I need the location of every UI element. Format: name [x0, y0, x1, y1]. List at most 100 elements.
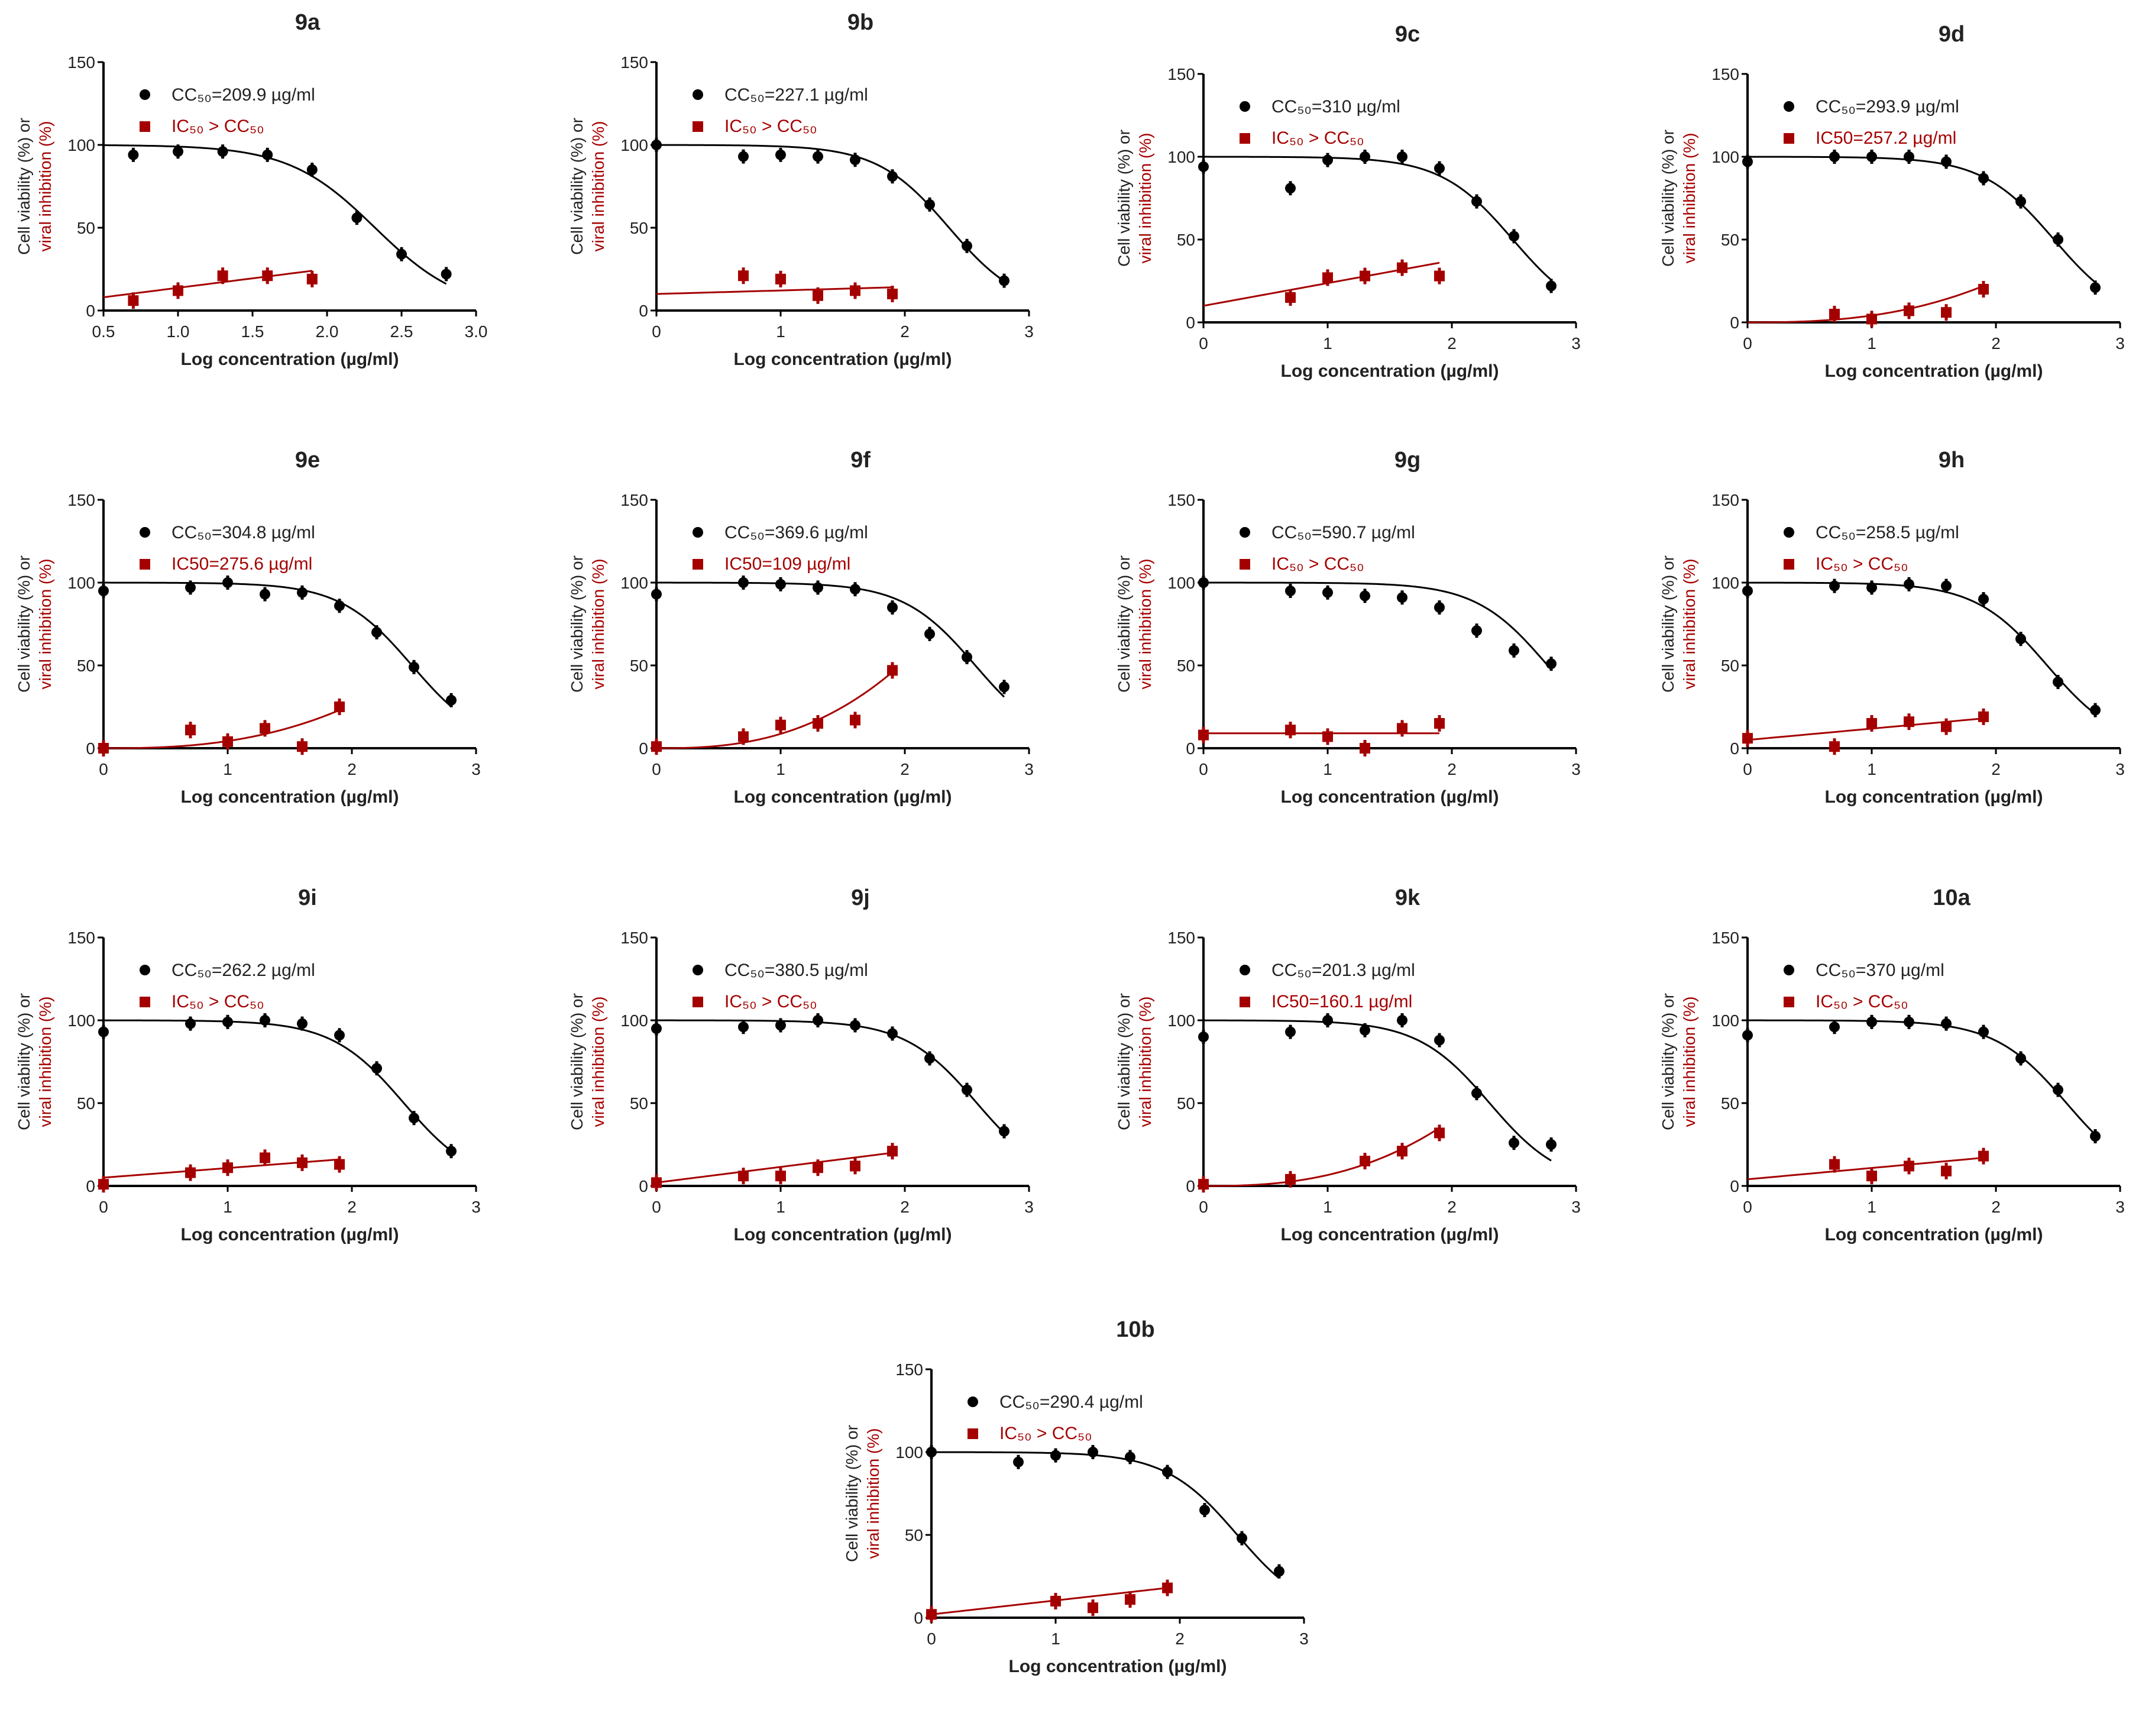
chart-svg: 9a 0 50 100 150 0.5 1.0 1.5 2.0 2.5 3.0 Log concent…: [15, 10, 487, 369]
y-tick-label: 100: [67, 136, 95, 154]
viability-point: [1546, 658, 1557, 670]
legend-viability-marker: [968, 1396, 978, 1407]
y-axis-label-line1: Cell viability (%) or: [15, 993, 33, 1130]
y-axis-label-line1: Cell viability (%) or: [15, 118, 33, 255]
inhibition-point: [1978, 1150, 1989, 1162]
viability-point: [1322, 587, 1333, 598]
viability-point: [651, 1023, 662, 1034]
y-tick-label: 0: [1730, 1177, 1739, 1195]
viability-point: [2015, 1053, 2026, 1064]
viability-point: [446, 1146, 457, 1157]
inhibition-point: [1829, 309, 1840, 319]
inhibition-fit-curve: [656, 1152, 893, 1184]
legend-viability-marker: [140, 527, 150, 538]
y-tick-label: 50: [77, 1094, 95, 1113]
viability-point: [1198, 1032, 1209, 1042]
x-tick-label: 2: [1447, 1198, 1457, 1216]
viability-point: [441, 269, 452, 280]
y-axis-label: Cell viability (%) or viral inhibition (%…: [1659, 993, 1698, 1130]
legend-viability-label: CC₅₀=310 µg/ml: [1271, 97, 1400, 117]
viability-point: [999, 275, 1009, 286]
y-tick-label: 100: [620, 136, 648, 154]
inhibition-point: [222, 736, 233, 747]
viability-point: [409, 661, 419, 673]
x-tick-label: 1: [1867, 760, 1876, 778]
inhibition-point: [297, 1157, 308, 1168]
viability-point: [1434, 163, 1445, 174]
legend-viability-marker: [1784, 965, 1794, 975]
y-tick-label: 100: [620, 574, 648, 592]
inhibition-point: [1397, 1146, 1407, 1157]
x-tick-label: 3: [1024, 322, 1034, 341]
legend-viability-label: CC₅₀=290.4 µg/ml: [999, 1392, 1143, 1412]
viability-point: [850, 584, 860, 595]
viability-point: [222, 1016, 233, 1027]
chart-svg: 9i 0 50 100 150 0 1 2 3 Log concentration (µg/ml)…: [15, 885, 481, 1244]
viability-point: [1742, 156, 1753, 167]
chart-title: 9e: [295, 448, 320, 473]
y-tick-label: 50: [1721, 231, 1739, 249]
legend-inhibition-label: IC₅₀ > CC₅₀: [1816, 992, 1908, 1011]
legend-inhibition-marker: [693, 121, 703, 132]
viability-point: [2015, 633, 2026, 645]
viability-point: [924, 199, 935, 210]
y-tick-label: 150: [895, 1360, 923, 1379]
y-tick-label: 100: [1167, 1011, 1195, 1030]
viability-point: [962, 240, 972, 251]
inhibition-point: [1978, 284, 1989, 295]
y-axis-label-line2: viral inhibition (%): [589, 559, 607, 690]
legend-inhibition-marker: [693, 559, 703, 570]
x-tick-label: 3: [471, 760, 481, 778]
chart-panel-9i: 9i 0 50 100 150 0 1 2 3 Log concentration (µg/ml)…: [0, 875, 509, 1301]
viability-point: [999, 681, 1009, 693]
y-tick-label: 100: [1167, 148, 1195, 166]
chart-panel-10a: 10a 0 50 100 150 0 1 2 3 Log concentration (µg/ml…: [1644, 875, 2153, 1301]
x-tick-label: 3: [2115, 334, 2125, 353]
legend-inhibition-marker: [968, 1428, 978, 1439]
viability-point: [1434, 602, 1445, 613]
x-tick-label: 3: [1571, 760, 1581, 778]
viability-point: [334, 600, 345, 612]
legend-inhibition-label: IC50=275.6 µg/ml: [172, 554, 312, 574]
inhibition-point: [185, 1167, 196, 1178]
legend-viability-label: CC₅₀=209.9 µg/ml: [172, 85, 315, 105]
legend-viability-label: CC₅₀=369.6 µg/ml: [724, 523, 868, 542]
chart-svg: 9f 0 50 100 150 0 1 2 3 Log concentration (µg/ml)…: [568, 448, 1034, 807]
x-tick-label: 2: [1447, 760, 1457, 778]
y-tick-label: 50: [1177, 231, 1195, 249]
y-axis-label-line1: Cell viability (%) or: [1115, 555, 1133, 693]
viability-point: [1904, 1016, 1914, 1027]
y-axis-label-line1: Cell viability (%) or: [1115, 130, 1133, 267]
x-tick-label: 1: [1051, 1630, 1060, 1648]
viability-point: [1397, 151, 1407, 162]
x-tick-label: 3: [471, 1198, 481, 1216]
x-tick-label: 0: [99, 760, 108, 778]
inhibition-point: [738, 270, 749, 282]
viability-point: [217, 146, 228, 157]
chart-panel-9f: 9f 0 50 100 150 0 1 2 3 Log concentration (µg/ml)…: [553, 438, 1062, 864]
legend-viability-marker: [693, 965, 703, 975]
chart-panel-9g: 9g 0 50 100 150 0 1 2 3 Log concentration (µg/ml)…: [1100, 438, 1609, 864]
y-axis-label-line2: viral inhibition (%): [864, 1428, 882, 1559]
inhibition-point: [1904, 716, 1914, 728]
legend-viability-label: CC₅₀=304.8 µg/ml: [172, 523, 315, 542]
y-axis-label: Cell viability (%) or viral inhibition (%…: [1115, 555, 1154, 693]
viability-point: [262, 149, 273, 160]
legend-viability-label: CC₅₀=590.7 µg/ml: [1271, 523, 1415, 542]
y-axis-label-line2: viral inhibition (%): [589, 121, 607, 252]
x-tick-label: 1: [1323, 334, 1332, 353]
viability-point: [1471, 1088, 1482, 1099]
y-tick-label: 150: [620, 929, 648, 947]
y-tick-label: 100: [620, 1011, 648, 1030]
viability-point: [334, 1030, 345, 1041]
viability-point: [1285, 1026, 1296, 1037]
x-tick-label: 1: [1323, 1198, 1332, 1216]
x-tick-label: 0: [1743, 760, 1752, 778]
inhibition-fit-curve: [1747, 1156, 1984, 1181]
x-tick-label: 0: [1743, 1198, 1752, 1216]
y-axis-label: Cell viability (%) or viral inhibition (%…: [843, 1425, 882, 1562]
viability-point: [128, 149, 139, 160]
y-axis-label-line2: viral inhibition (%): [1136, 559, 1154, 690]
inhibition-point: [1866, 1171, 1877, 1182]
chart-title: 9h: [1939, 448, 1965, 473]
